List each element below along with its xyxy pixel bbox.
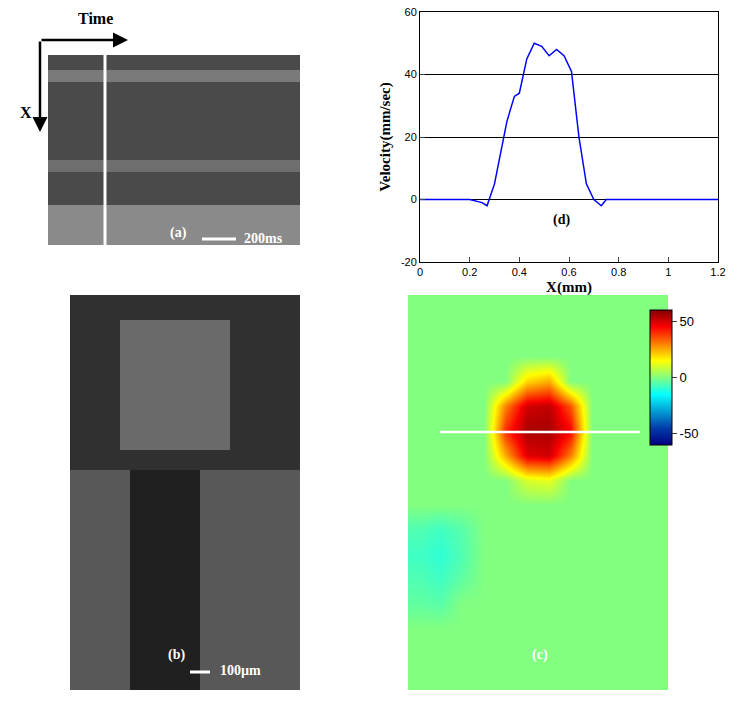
svg-text:(d): (d) <box>553 212 570 228</box>
svg-text:20: 20 <box>405 131 417 143</box>
svg-text:X(mm): X(mm) <box>546 279 592 296</box>
svg-text:(c): (c) <box>532 647 548 663</box>
svg-text:Time: Time <box>78 10 113 27</box>
svg-text:60: 60 <box>405 6 417 18</box>
svg-text:X: X <box>20 104 32 121</box>
svg-text:(a): (a) <box>170 225 187 241</box>
svg-text:100µm: 100µm <box>220 663 261 678</box>
svg-text:1.2: 1.2 <box>710 266 725 278</box>
svg-text:0.4: 0.4 <box>512 266 527 278</box>
svg-text:(b): (b) <box>168 647 185 663</box>
svg-text:-50: -50 <box>680 426 699 441</box>
svg-text:0.6: 0.6 <box>561 266 576 278</box>
svg-text:0: 0 <box>680 370 687 385</box>
svg-text:-20: -20 <box>401 256 417 268</box>
svg-text:0: 0 <box>411 193 417 205</box>
svg-text:Velocity(mm/sec): Velocity(mm/sec) <box>377 82 394 191</box>
svg-text:0: 0 <box>417 266 423 278</box>
svg-text:0.8: 0.8 <box>611 266 626 278</box>
svg-text:1: 1 <box>665 266 671 278</box>
svg-text:40: 40 <box>405 68 417 80</box>
svg-text:50: 50 <box>680 314 694 329</box>
svg-text:0.2: 0.2 <box>462 266 477 278</box>
svg-text:200ms: 200ms <box>244 231 283 246</box>
